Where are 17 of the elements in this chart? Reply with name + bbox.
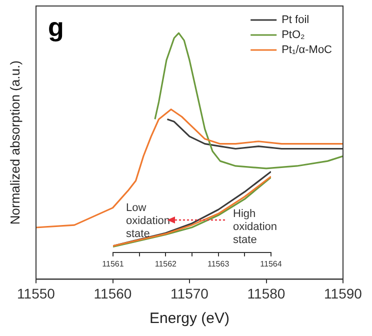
x-tick-label: 11570 (170, 285, 209, 302)
legend-label: Pt foil (282, 14, 310, 26)
x-tick-label: 11580 (247, 285, 286, 302)
x-tick-label: 11561 (102, 259, 124, 268)
y-axis-title: Normalized absorption (a.u.) (8, 60, 23, 225)
x-tick-label: 11560 (94, 285, 132, 302)
chart-title: g (48, 12, 64, 42)
legend-label: PtO₂ (282, 29, 305, 42)
x-tick-label: 11550 (17, 285, 56, 302)
annotation: High oxidation state (233, 208, 278, 247)
x-tick-label: 11590 (324, 285, 362, 302)
legend-label: Pt₁/α-MoC (282, 44, 332, 56)
annotation: Low oxidation state (126, 202, 170, 241)
x-tick-label: 11562 (154, 259, 178, 268)
x-tick-label: 11564 (260, 259, 282, 268)
x-tick-label: 11563 (208, 259, 230, 268)
x-axis-title: Energy (eV) (149, 310, 230, 328)
